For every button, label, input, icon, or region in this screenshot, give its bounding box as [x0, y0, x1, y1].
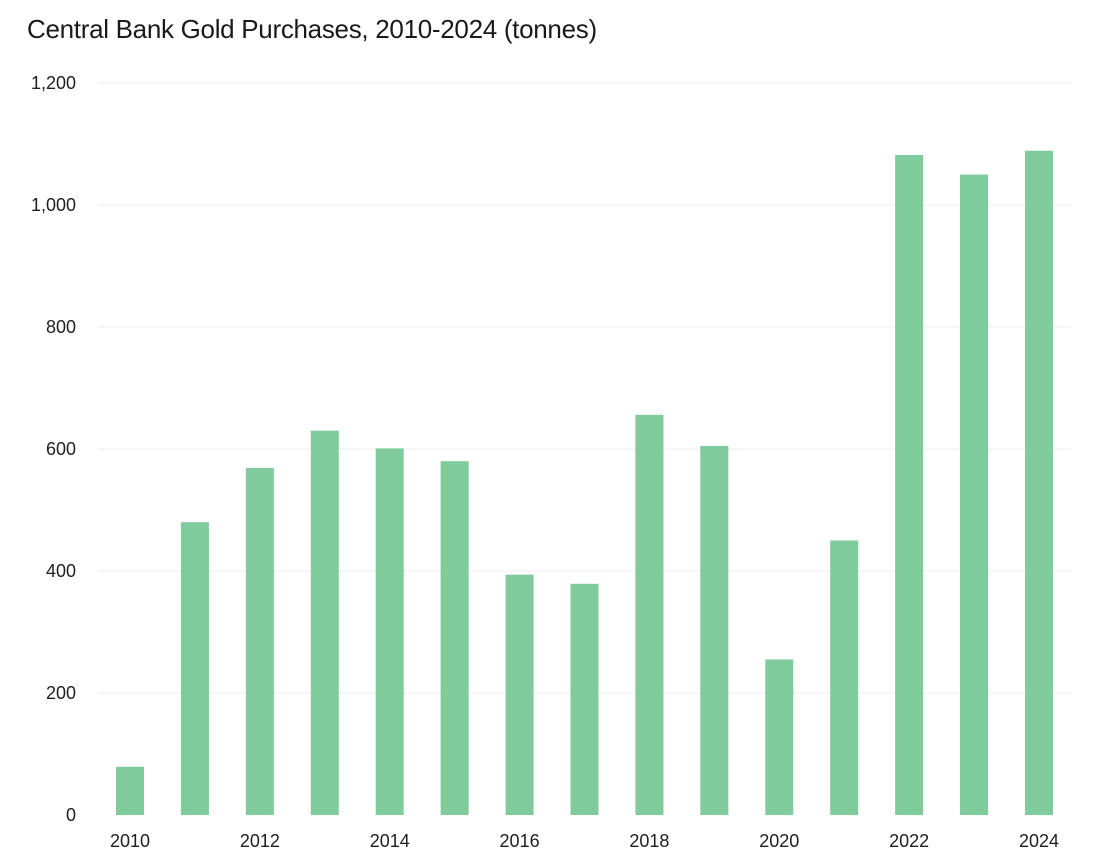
x-tick-label-2010: 2010	[110, 831, 150, 851]
x-tick-label-2020: 2020	[759, 831, 799, 851]
bar-2024	[1025, 150, 1053, 815]
bar-2010	[116, 766, 144, 815]
y-tick-label-200: 200	[46, 683, 76, 703]
y-axis-ticks: 0 200 400 600 800 1,000 1,200	[31, 73, 76, 825]
x-axis-ticks: 2010 2012 2014 2016 2018 2020 2022 2024	[110, 831, 1059, 851]
y-tick-label-800: 800	[46, 317, 76, 337]
chart-title: Central Bank Gold Purchases, 2010-2024 (…	[27, 14, 597, 44]
bar-2014	[375, 448, 404, 815]
bar-2023	[960, 174, 989, 815]
bar-2020	[765, 659, 794, 815]
bar-2022	[895, 154, 924, 816]
bars	[116, 150, 1053, 816]
y-tick-label-1200: 1,200	[31, 73, 76, 93]
y-tick-label-400: 400	[46, 561, 76, 581]
bar-2021	[830, 540, 859, 815]
bar-2011	[180, 522, 209, 815]
bar-2018	[635, 414, 664, 815]
y-tick-label-1000: 1,000	[31, 195, 76, 215]
x-tick-label-2016: 2016	[500, 831, 540, 851]
y-tick-label-600: 600	[46, 439, 76, 459]
bar-2019	[700, 445, 729, 815]
x-tick-label-2012: 2012	[240, 831, 280, 851]
y-tick-label-0: 0	[66, 805, 76, 825]
bar-2017	[570, 583, 599, 815]
x-tick-label-2024: 2024	[1019, 831, 1059, 851]
x-tick-label-2014: 2014	[370, 831, 410, 851]
bar-2016	[505, 574, 534, 815]
bar-2012	[245, 467, 274, 815]
x-tick-label-2022: 2022	[889, 831, 929, 851]
bar-2013	[310, 430, 339, 815]
x-tick-label-2018: 2018	[629, 831, 669, 851]
bar-2015	[440, 461, 469, 815]
